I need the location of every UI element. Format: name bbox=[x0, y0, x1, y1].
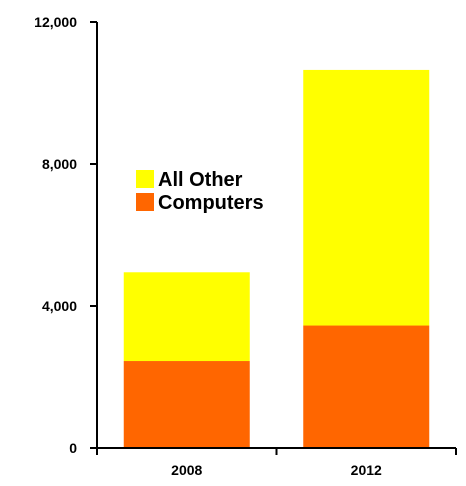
y-tick-label: 4,000 bbox=[42, 298, 77, 314]
x-ticks: 2008 2012 bbox=[96, 448, 457, 478]
legend-label: All Other bbox=[158, 169, 243, 191]
legend-swatch bbox=[136, 170, 154, 188]
bar-computers-2008 bbox=[123, 361, 250, 448]
y-tick-label: 0 bbox=[69, 440, 77, 456]
bar-computers-2012 bbox=[303, 325, 430, 448]
legend-label: Computers bbox=[158, 192, 264, 214]
y-ticks: 0 4,000 8,000 12,000 bbox=[34, 14, 97, 456]
x-tick-label: 2008 bbox=[171, 462, 202, 478]
bars-layer bbox=[123, 69, 430, 448]
y-tick-label: 12,000 bbox=[34, 14, 77, 30]
y-tick-label: 8,000 bbox=[42, 156, 77, 172]
legend-swatch bbox=[136, 193, 154, 211]
bar-all-other-2008 bbox=[123, 272, 250, 362]
x-tick-label: 2012 bbox=[351, 462, 382, 478]
bar-all-other-2012 bbox=[303, 69, 430, 326]
